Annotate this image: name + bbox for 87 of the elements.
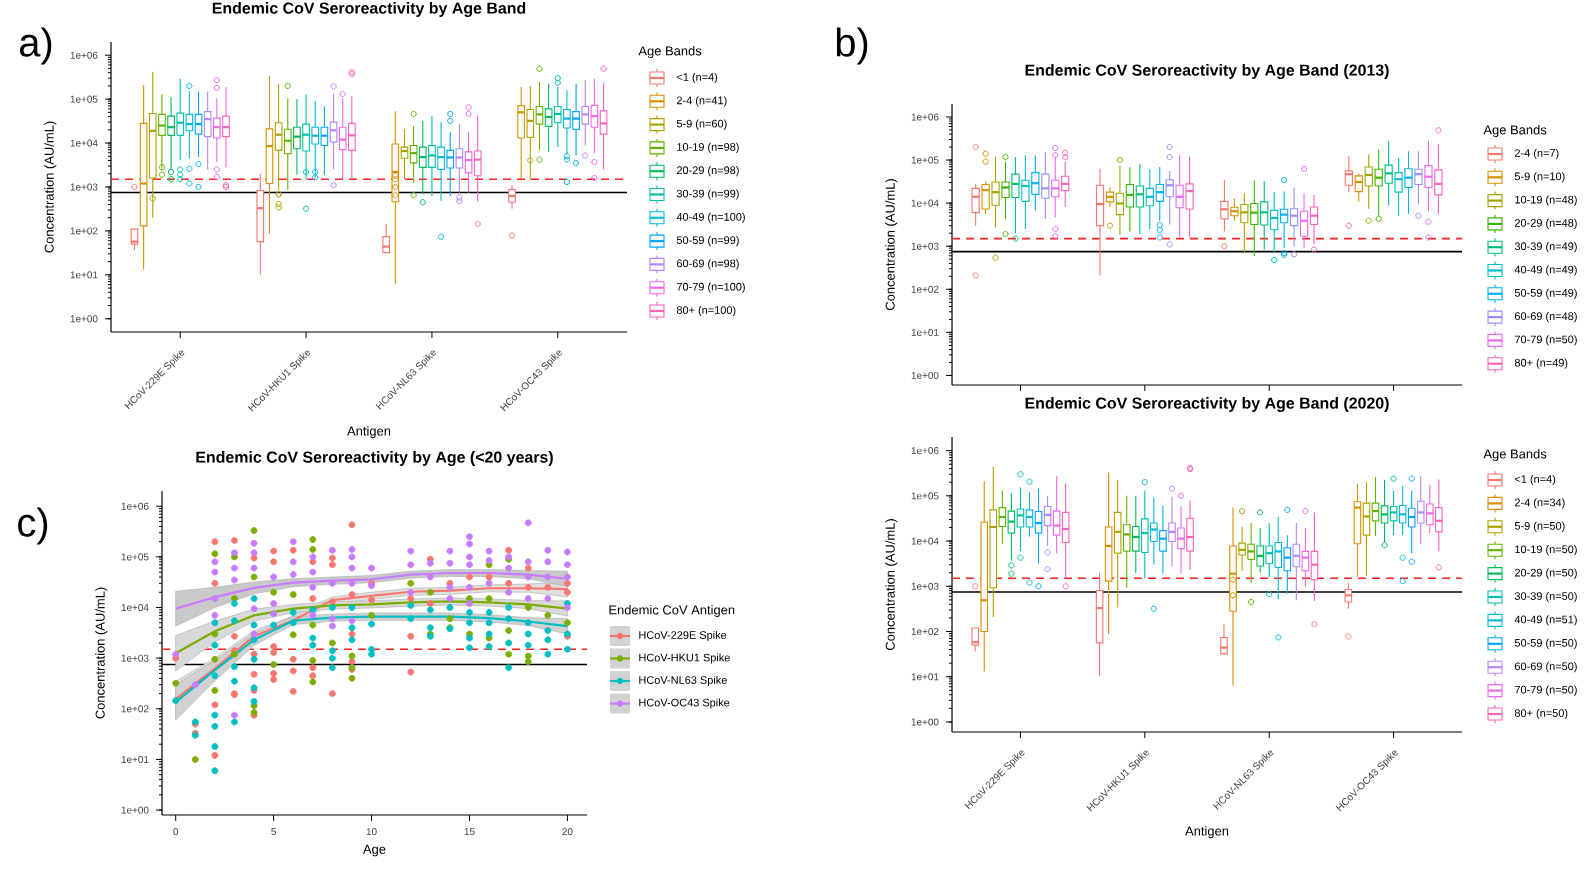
legend-label: 70-79 (n=100) — [676, 282, 745, 293]
y-tick-label: 1e+01 — [911, 328, 939, 336]
legend-label: 80+ (n=50) — [1514, 708, 1568, 720]
y-tick-label: 1e+03 — [70, 183, 98, 191]
legend-label: 80+ (n=100) — [676, 305, 736, 317]
x-axis-title: Antigen — [347, 426, 391, 439]
y-axis-title: Concentration (AU/mL) — [885, 179, 898, 311]
y-tick-label: 1e+02 — [70, 227, 98, 235]
y-tick-label: 1e+02 — [121, 705, 149, 713]
legend-label: 5-9 (n=50) — [1514, 521, 1565, 532]
y-tick-label: 1e+02 — [911, 627, 939, 636]
legend-label: HCoV-NL63 Spike — [639, 675, 727, 687]
x-axis-title: Age — [363, 844, 386, 857]
legend-label: HCoV-HKU1 Spike — [639, 653, 730, 664]
y-tick-label: 1e+05 — [911, 492, 939, 500]
legend-label: 2-4 (n=41) — [676, 96, 727, 107]
y-tick-label: 1e+00 — [70, 315, 98, 323]
text: c) — [18, 507, 48, 545]
x-tick-label: 20 — [562, 828, 573, 836]
y-tick-label: 1e+03 — [911, 582, 939, 590]
legend-label: 20-29 (n=48) — [1514, 218, 1577, 230]
legend-label: HCoV-229E Spike — [639, 630, 727, 642]
legend-label: 40-49 (n=100) — [676, 212, 745, 223]
chart-title: Endemic CoV Seroreactivity by Age (<20 years) — [196, 451, 553, 466]
y-tick-label: 1e+05 — [70, 95, 98, 103]
legend-label: HCoV-OC43 Spike — [639, 698, 730, 709]
legend-label: 2-4 (n=7) — [1514, 148, 1559, 160]
y-tick-label: 1e+06 — [911, 447, 939, 455]
y-axis-title: Concentration (AU/mL) — [44, 121, 57, 253]
legend-label: 30-39 (n=49) — [1514, 242, 1577, 253]
x-tick-label: 0 — [173, 828, 179, 836]
x-tick-label: 15 — [464, 828, 475, 835]
y-tick-label: 1e+06 — [121, 502, 149, 510]
legend-label: 40-49 (n=49) — [1514, 265, 1577, 276]
legend-label: 50-59 (n=50) — [1514, 638, 1577, 649]
legend-label: 30-39 (n=50) — [1514, 591, 1577, 603]
chart-title: Endemic CoV Seroreactivity by Age Band — [212, 2, 526, 17]
legend-label: 60-69 (n=48) — [1514, 311, 1577, 323]
y-tick-label: 1e+01 — [70, 271, 98, 279]
legend-label: 40-49 (n=51) — [1514, 615, 1577, 626]
legend-label: 70-79 (n=50) — [1514, 335, 1577, 346]
legend-label: 2-4 (n=34) — [1514, 498, 1565, 509]
y-tick-label: 1e+01 — [911, 673, 939, 681]
legend-title: Age Bands — [638, 45, 702, 59]
y-axis-title: Concentration (AU/mL) — [885, 519, 898, 651]
y-tick-label: 1e+03 — [911, 242, 939, 250]
legend-title: Age Bands — [1483, 448, 1547, 462]
y-tick-label: 1e+03 — [121, 654, 149, 662]
legend-label: 70-79 (n=50) — [1514, 685, 1577, 696]
y-tick-label: 1e+06 — [911, 113, 939, 121]
legend-title: Endemic CoV Antigen — [609, 604, 735, 618]
legend-label: <1 (n=4) — [676, 72, 718, 84]
legend-label: 5-9 (n=10) — [1514, 172, 1565, 183]
legend-label: 50-59 (n=49) — [1514, 288, 1577, 299]
y-tick-label: 1e+00 — [911, 718, 939, 726]
y-tick-label: 1e+00 — [911, 371, 939, 379]
y-tick-label: 1e+00 — [121, 806, 149, 814]
y-tick-label: 1e+04 — [911, 199, 939, 207]
legend-title: Age Bands — [1483, 124, 1547, 138]
chart-title: Endemic CoV Seroreactivity by Age Band (2020) — [1025, 397, 1389, 412]
y-tick-label: 1e+02 — [911, 285, 939, 293]
legend-label: 5-9 (n=60) — [676, 119, 727, 130]
legend-label: 80+ (n=49) — [1514, 358, 1568, 369]
text: b) — [836, 27, 868, 65]
legend-label: 20-29 (n=50) — [1514, 568, 1577, 579]
y-tick-label: 1e+05 — [121, 553, 149, 561]
y-tick-label: 1e+06 — [70, 51, 98, 59]
x-tick-label: 5 — [271, 828, 276, 835]
y-tick-label: 1e+04 — [121, 603, 149, 612]
legend-label: 50-59 (n=99) — [676, 235, 739, 247]
x-axis-title: Antigen — [1185, 826, 1229, 839]
text: a) — [19, 27, 52, 65]
legend-label: 10-19 (n=98) — [677, 142, 739, 154]
chart-title: Endemic CoV Seroreactivity by Age Band (2013) — [1025, 64, 1389, 79]
legend-label: 60-69 (n=98) — [676, 259, 739, 270]
legend-label: <1 (n=4) — [1514, 474, 1556, 486]
legend-label: 20-29 (n=98) — [676, 166, 739, 177]
legend-label: 30-39 (n=99) — [676, 189, 739, 200]
y-tick-label: 1e+04 — [70, 139, 98, 147]
legend-label: 10-19 (n=50) — [1515, 545, 1577, 556]
y-tick-label: 1e+05 — [911, 156, 939, 164]
y-tick-label: 1e+04 — [911, 537, 939, 545]
y-tick-label: 1e+01 — [121, 755, 149, 763]
x-tick-label: 10 — [366, 828, 377, 836]
legend-label: 60-69 (n=50) — [1514, 662, 1577, 673]
y-axis-title: Concentration (AU/mL) — [95, 587, 108, 719]
legend-label: 10-19 (n=48) — [1515, 195, 1577, 206]
